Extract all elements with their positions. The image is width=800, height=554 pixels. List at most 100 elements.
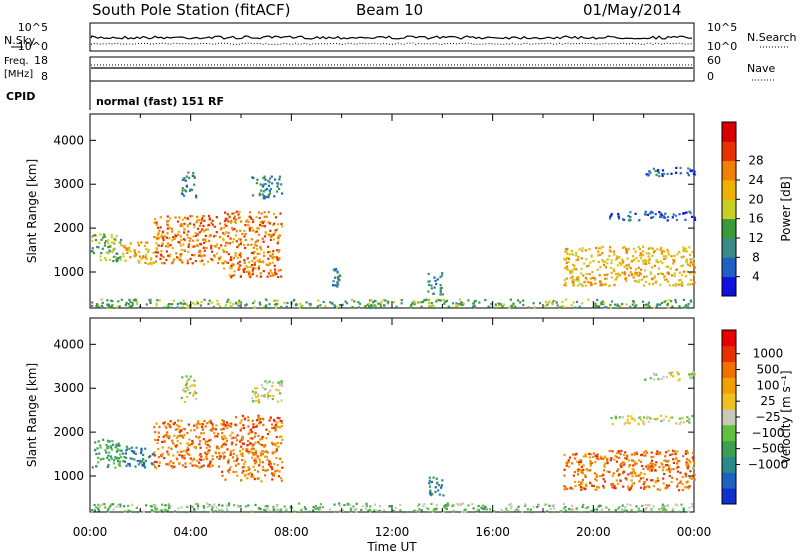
power-echo-cell [168,226,171,230]
velocity-echo-cell [463,511,466,514]
power-echo-cell [208,235,211,238]
velocity-echo-cell [234,416,238,419]
power-echo-cell [637,246,640,249]
power-echo-cell [235,240,238,243]
velocity-echo-cell [588,469,591,472]
power-echo-cell [660,246,663,249]
power-echo-cell [238,266,241,269]
power-echo-cell [278,187,281,190]
velocity-echo-cell [243,474,246,477]
velocity-echo-cell [644,454,647,457]
velocity-echo-cell [99,446,102,449]
power-echo-cell [254,256,257,259]
power-echo-cell [188,189,191,192]
station-title: South Pole Station (fitACF) [92,1,290,19]
velocity-echo-cell [423,502,426,506]
power-echo-cell [572,284,575,287]
velocity-echo-region [180,375,198,404]
velocity-echo-cell [441,479,444,482]
velocity-echo-cell [118,444,121,447]
power-echo-cell [168,253,172,256]
power-echo-cell [626,267,629,270]
velocity-echo-cell [263,445,266,448]
velocity-echo-cell [637,423,640,426]
velocity-echo-cell [600,457,603,460]
power-echo-cell [436,278,439,281]
velocity-echo-cell [674,453,677,456]
velocity-echo-cell [227,424,230,427]
power-echo-cell [684,218,687,221]
power-echo-cell [648,170,651,173]
freq-tick-high: 18 [34,54,48,67]
velocity-echo-cell [150,505,153,508]
power-echo-cell [599,281,602,284]
velocity-echo-cell [467,504,470,507]
power-colorbar-frame [721,121,737,297]
velocity-echo-cell [627,415,630,418]
velocity-echo-cell [608,449,611,453]
power-echo-cell [661,301,664,304]
power-echo-cell [309,303,312,306]
nsearch-trace [90,42,693,46]
velocity-echo-cell [350,510,353,513]
velocity-echo-cell [229,466,232,469]
power-echo-cell [200,300,203,303]
velocity-echo-cell [595,508,598,511]
velocity-echo-cell [179,434,182,437]
velocity-echo-cell [649,377,652,380]
power-echo-cell [572,301,575,304]
velocity-echo-cell [678,417,681,420]
power-echo-cell [166,220,169,223]
velocity-echo-cell [268,509,271,512]
velocity-echo-cell [338,504,341,507]
velocity-echo-cell [549,507,552,510]
velocity-echo-cell [444,504,447,507]
power-echo-cell [187,250,190,253]
power-echo-cell [195,194,198,197]
power-echo-cell [645,173,648,176]
velocity-echo-cell [633,453,636,456]
power-echo-cell [219,255,222,258]
power-echo-cell [211,219,214,222]
power-echo-cell [237,304,240,307]
power-echo-cell [686,270,689,273]
power-echo-cell [627,219,631,222]
velocity-echo-cell [231,436,235,439]
velocity-echo-cell [394,506,397,510]
power-echo-cell [670,255,673,258]
velocity-echo-cell [635,462,638,465]
power-echo-cell [273,222,276,225]
power-echo-cell [514,305,517,308]
velocity-echo-cell [214,510,217,513]
velocity-echo-cell [274,444,277,447]
power-echo-cell [412,300,415,303]
power-echo-cell [662,216,665,219]
power-echo-cell [634,212,637,215]
velocity-echo-cell [133,450,136,453]
power-echo-cell [444,300,447,303]
velocity-echo-cell [213,503,216,506]
velocity-echo-cell [279,509,282,512]
velocity-echo-cell [594,478,597,481]
power-echo-cell [610,271,613,274]
power-echo-cell [100,298,103,301]
velocity-echo-cell [252,451,255,454]
power-echo-cell [131,302,134,305]
velocity-echo-cell [264,469,267,472]
power-echo-cell [583,262,586,265]
velocity-echo-cell [266,392,270,395]
velocity-echo-cell [582,503,585,506]
power-echo-cell [177,230,180,233]
velocity-echo-cell [171,439,174,442]
velocity-echo-cell [263,393,266,397]
power-echo-cell [167,219,170,223]
velocity-echo-cell [173,434,176,437]
velocity-echo-cell [139,459,142,462]
velocity-echo-cell [274,442,277,445]
power-echo-cell [641,278,644,281]
velocity-echo-cell [250,475,253,478]
power-echo-cell [566,247,569,250]
power-echo-cell [181,218,185,221]
velocity-echo-cell [264,388,267,391]
velocity-echo-cell [596,486,599,489]
